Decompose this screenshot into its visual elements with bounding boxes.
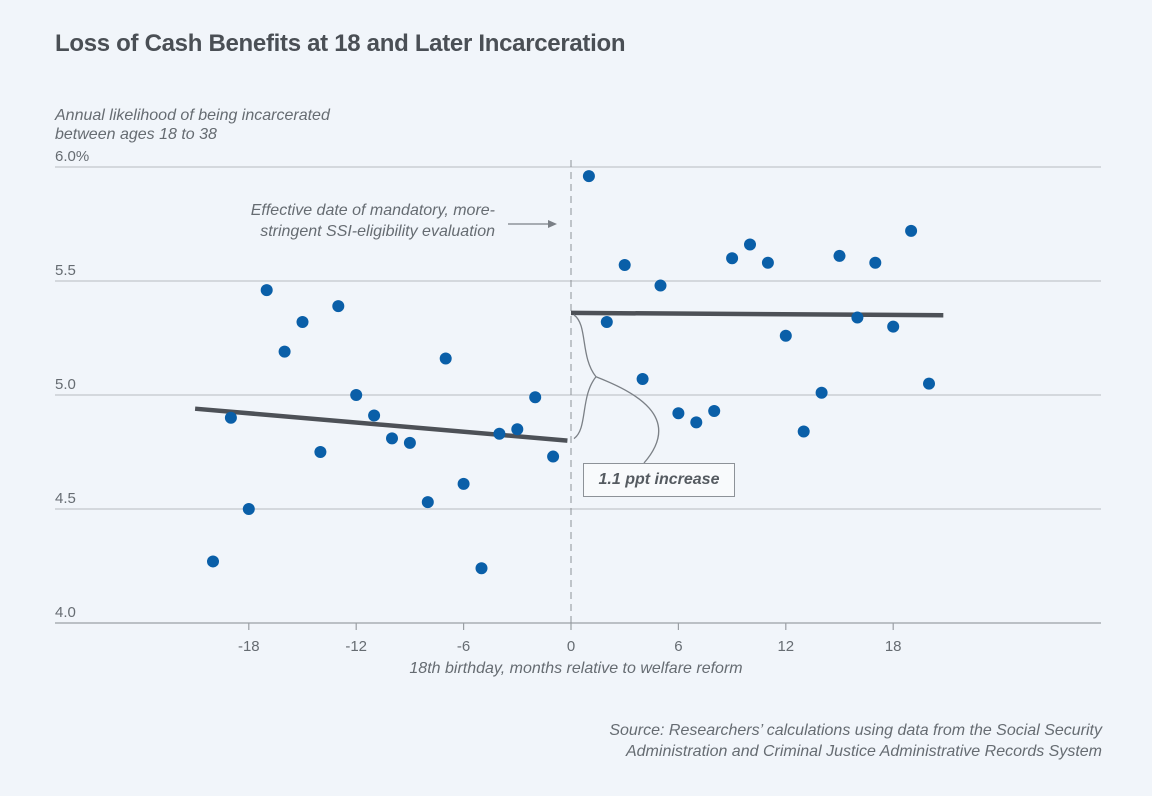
data-point xyxy=(761,256,774,269)
data-point xyxy=(547,450,560,463)
y-tick-label: 4.5 xyxy=(55,490,76,507)
fit-lines xyxy=(194,310,944,443)
data-point xyxy=(332,300,345,313)
data-point xyxy=(905,224,918,237)
y-tick-label: 5.5 xyxy=(55,262,76,279)
x-tick-label: 18 xyxy=(885,638,902,655)
x-tick-label: 12 xyxy=(777,638,794,655)
data-point xyxy=(833,249,846,262)
data-point xyxy=(672,407,685,420)
increase-bracket xyxy=(573,314,660,464)
data-point xyxy=(779,329,792,342)
data-point xyxy=(421,496,434,509)
data-point xyxy=(887,320,900,333)
data-point xyxy=(350,389,363,401)
y-axis-label: Annual likelihood of being incarcerated … xyxy=(55,106,330,144)
increase-callout: 1.1 ppt increase xyxy=(583,463,735,497)
data-point xyxy=(726,252,739,265)
y-tick-label: 4.0 xyxy=(55,604,76,621)
data-point xyxy=(314,446,327,458)
data-point xyxy=(242,503,255,515)
data-point xyxy=(815,386,828,399)
data-point xyxy=(708,404,721,417)
data-point xyxy=(797,425,810,438)
data-point xyxy=(600,316,613,329)
source-line-2: Administration and Criminal Justice Admi… xyxy=(625,743,1102,760)
x-axis: -18 -12 -6 0 6 12 18 xyxy=(238,623,902,655)
data-point xyxy=(493,427,506,440)
data-point xyxy=(618,259,631,272)
y-axis-label-line-1: Annual likelihood of being incarcerated xyxy=(55,107,330,124)
chart-title: Loss of Cash Benefits at 18 and Later In… xyxy=(55,30,626,57)
fit-line xyxy=(570,310,944,318)
data-point xyxy=(744,238,756,251)
data-point xyxy=(636,373,649,386)
data-point xyxy=(511,423,524,436)
source-line-1: Source: Researchers’ calculations using … xyxy=(609,722,1102,739)
reform-annotation-line-2: stringent SSI-eligibility evaluation xyxy=(260,223,495,240)
data-point xyxy=(851,311,864,324)
y-axis-label-line-2: between ages 18 to 38 xyxy=(55,126,217,143)
data-point xyxy=(529,391,542,404)
x-tick-label: -12 xyxy=(345,638,367,655)
data-point xyxy=(224,411,237,424)
reform-annotation: Effective date of mandatory, more- strin… xyxy=(150,200,495,242)
x-axis-label: 18th birthday, months relative to welfar… xyxy=(0,660,1152,678)
y-tick-labels: 4.0 4.5 5.0 5.5 6.0% xyxy=(55,148,89,621)
gridlines xyxy=(55,166,1101,624)
data-point xyxy=(207,555,219,568)
bracket-brace xyxy=(573,314,597,440)
x-axis-label-text: 18th birthday, months relative to welfar… xyxy=(409,660,743,677)
fit-line xyxy=(194,406,568,443)
data-points xyxy=(207,170,935,575)
data-point xyxy=(475,562,488,575)
data-point xyxy=(278,345,291,358)
data-point xyxy=(690,416,703,429)
data-point xyxy=(386,432,398,445)
y-tick-label: 5.0 xyxy=(55,376,76,393)
data-point xyxy=(654,279,667,292)
y-tick-label: 6.0% xyxy=(55,148,89,165)
annotation-arrow xyxy=(508,220,557,228)
data-point xyxy=(582,170,595,183)
x-tick-label: 6 xyxy=(674,638,682,655)
data-point xyxy=(296,316,309,329)
source-note: Source: Researchers’ calculations using … xyxy=(609,720,1102,762)
data-point xyxy=(260,284,273,297)
x-tick-label: -18 xyxy=(238,638,260,655)
data-point xyxy=(923,377,935,390)
arrow-head xyxy=(548,220,557,228)
data-point xyxy=(439,352,452,365)
bracket-leader xyxy=(595,376,660,464)
x-tick-label: 0 xyxy=(567,638,575,655)
data-point xyxy=(368,409,381,422)
data-point xyxy=(869,256,882,269)
reform-annotation-line-1: Effective date of mandatory, more- xyxy=(250,202,495,219)
data-point xyxy=(457,477,470,490)
x-tick-label: -6 xyxy=(457,638,470,655)
data-point xyxy=(403,436,416,449)
